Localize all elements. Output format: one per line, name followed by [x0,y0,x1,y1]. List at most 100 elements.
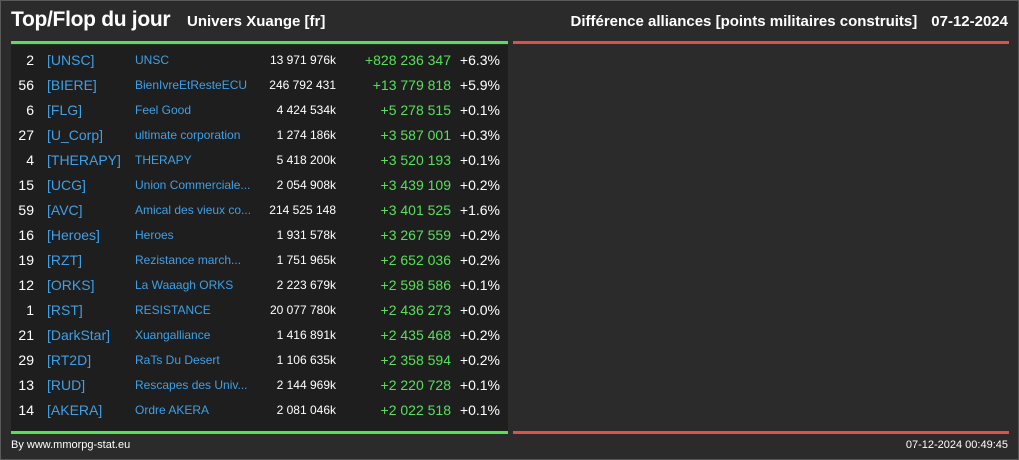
alliance-rank: 27 [18,127,34,143]
alliance-name[interactable]: Union Commerciale... [135,178,251,192]
alliance-points: 20 077 780k [269,303,336,317]
alliance-tag[interactable]: [RUD] [47,377,86,393]
alliance-diff: +2 652 036 [380,252,451,268]
alliance-points: 1 751 965k [276,253,336,267]
alliance-points: 2 223 679k [276,278,336,292]
alliance-diff: +2 220 728 [380,377,451,393]
table-row: 29 [RT2D] RaTs Du Desert 1 106 635k +2 358 5… [11,348,508,373]
alliance-rank: 19 [18,252,34,268]
alliance-pct: +0.1% [459,402,500,418]
alliance-name[interactable]: RESISTANCE [135,303,211,317]
alliance-diff: +3 520 193 [380,152,451,168]
alliance-tag[interactable]: [UNSC] [47,52,95,68]
table-row: 27 [U_Corp] ultimate corporation 1 274 186k… [11,123,508,148]
alliance-diff: +3 267 559 [380,227,451,243]
table-row: 16 [Heroes] Heroes 1 931 578k +3 267 559 +0.2… [11,223,508,248]
alliance-pct: +5.9% [459,77,500,93]
table-row: 13 [RUD] Rescapes des Univ... 2 144 969k +2 … [11,373,508,398]
alliance-tag[interactable]: [RT2D] [47,352,92,368]
alliance-rank: 15 [18,177,34,193]
alliance-diff: +2 598 586 [380,277,451,293]
alliance-tag[interactable]: [RST] [47,302,83,318]
alliance-points: 1 931 578k [276,228,336,242]
alliance-tag[interactable]: [AKERA] [47,402,103,418]
header-right: Différence alliances [points militaires … [571,13,1009,30]
table-row: 59 [AVC] Amical des vieux co... 214 525 148… [11,198,508,223]
alliance-tag[interactable]: [Heroes] [47,227,100,243]
alliance-rank: 4 [26,152,34,168]
alliance-name[interactable]: Feel Good [135,103,192,117]
alliance-name[interactable]: Ordre AKERA [135,403,210,417]
alliance-name[interactable]: Amical des vieux co... [135,203,252,217]
alliance-pct: +0.2% [459,177,500,193]
alliance-rank: 56 [18,77,34,93]
alliance-points: 2 054 908k [276,178,336,192]
alliance-points: 214 525 148 [269,203,336,217]
alliance-pct: +1.6% [459,202,500,218]
alliance-rank: 2 [26,52,34,68]
alliance-diff: +828 236 347 [364,52,451,68]
alliance-diff: +3 401 525 [380,202,451,218]
alliance-points: 1 106 635k [276,353,336,367]
alliance-tag[interactable]: [U_Corp] [47,127,104,143]
universe-label: Univers Xuange [fr] [187,13,326,30]
alliance-rank: 12 [18,277,34,293]
header-date: 07-12-2024 [931,13,1008,30]
table-row: 15 [UCG] Union Commerciale... 2 054 908k +3 … [11,173,508,198]
alliance-tag[interactable]: [FLG] [47,102,83,118]
alliance-tag[interactable]: [DarkStar] [47,327,111,343]
alliance-diff: +3 587 001 [380,127,451,143]
alliance-rank: 6 [26,102,34,118]
alliance-rank: 59 [18,202,34,218]
alliance-pct: +0.1% [459,277,500,293]
alliance-name[interactable]: BienIvreEtResteECU [135,78,248,92]
alliance-diff: +2 022 518 [380,402,451,418]
alliance-tag[interactable]: [RZT] [47,252,82,268]
alliance-name[interactable]: ultimate corporation [135,128,241,142]
table-row: 19 [RZT] Rezistance march... 1 751 965k +2 6… [11,248,508,273]
alliance-tag[interactable]: [ORKS] [47,277,95,293]
flop-divider-bottom [513,431,1009,434]
alliance-pct: +0.0% [459,302,500,318]
alliance-points: 1 274 186k [276,128,336,142]
alliance-points: 1 416 891k [276,328,336,342]
alliance-pct: +0.2% [459,227,500,243]
alliance-pct: +0.2% [459,252,500,268]
alliance-tag[interactable]: [AVC] [47,202,83,218]
alliance-name[interactable]: Xuangalliance [135,328,211,342]
alliance-diff: +13 779 818 [372,77,451,93]
alliance-name[interactable]: RaTs Du Desert [135,353,220,367]
alliance-points: 2 144 969k [276,378,336,392]
alliance-points: 4 424 534k [276,103,336,117]
alliance-pct: +0.3% [459,127,500,143]
page-title: Top/Flop du jour [11,8,171,31]
alliance-name[interactable]: Rezistance march... [135,253,242,267]
alliance-name[interactable]: UNSC [135,53,170,67]
alliance-pct: +0.2% [459,327,500,343]
table-row: 56 [BIERE] BienIvreEtResteECU 246 792 431 +1… [11,73,508,98]
alliance-tag[interactable]: [UCG] [47,177,86,193]
alliance-points: 2 081 046k [276,403,336,417]
alliance-pct: +0.2% [459,352,500,368]
alliance-name[interactable]: Heroes [135,228,174,242]
alliance-name[interactable]: Rescapes des Univ... [135,378,248,392]
alliance-tag[interactable]: [BIERE] [47,77,97,93]
alliance-rank: 16 [18,227,34,243]
alliance-rank: 29 [18,352,34,368]
alliance-diff: +2 358 594 [380,352,451,368]
table-row: 1 [RST] RESISTANCE 20 077 780k +2 436 273 +0.… [11,298,508,323]
top-list: 2 [UNSC] UNSC 13 971 976k +828 236 347 +6.3% 5… [11,45,508,431]
alliance-diff: +2 435 468 [380,327,451,343]
alliance-pct: +6.3% [459,52,500,68]
alliance-pct: +0.1% [459,102,500,118]
alliance-rank: 13 [18,377,34,393]
alliance-name[interactable]: La Waaagh ORKS [135,278,234,292]
footer-timestamp: 07-12-2024 00:49:45 [905,439,1008,451]
alliance-points: 13 971 976k [269,53,336,67]
alliance-tag[interactable]: [THERAPY] [47,152,121,168]
table-row: 4 [THERAPY] THERAPY 5 418 200k +3 520 193 +0.… [11,148,508,173]
top-divider-top [11,41,508,44]
alliance-name[interactable]: THERAPY [135,153,192,167]
table-row: 2 [UNSC] UNSC 13 971 976k +828 236 347 +6.3% [11,48,508,73]
